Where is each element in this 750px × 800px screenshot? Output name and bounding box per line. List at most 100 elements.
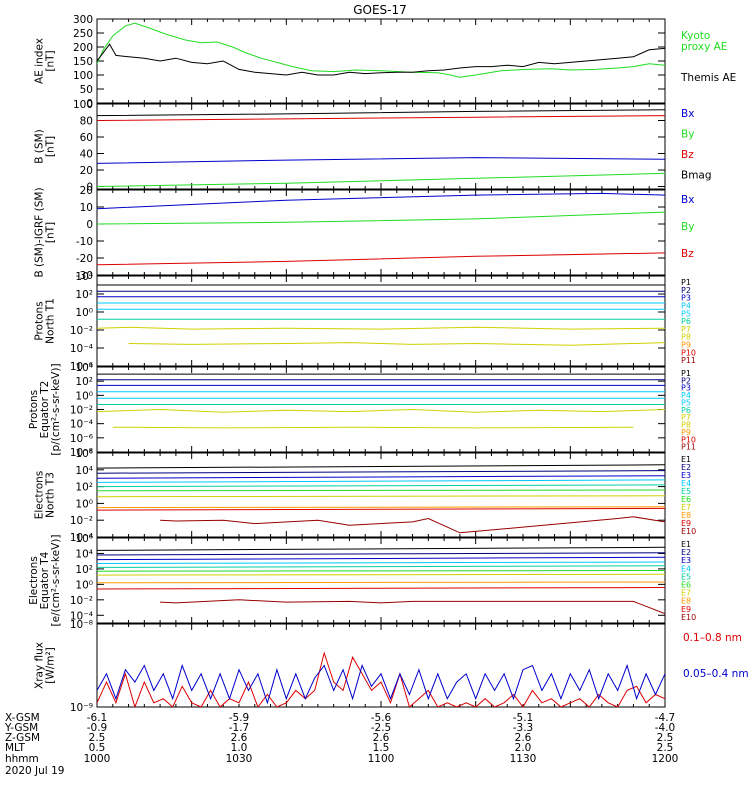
bsm-ytick-label: 80 [80, 116, 93, 128]
pe-ylabel: Protons [28, 390, 40, 429]
xray-series-0-1-0-8-nm [97, 651, 665, 707]
ae-ylabel: [nT] [45, 50, 57, 71]
bigrf-legend-bx: Bx [681, 194, 694, 206]
pn-ytick-label: 10⁰ [75, 307, 93, 319]
ae-frame [96, 18, 666, 104]
en-series-e9 [97, 507, 665, 511]
pn-ytick-label: 10⁻⁴ [70, 343, 93, 355]
pn-legend-p4: P4 [681, 301, 691, 310]
pe-legend-p3: P3 [681, 384, 691, 393]
ee-ylabel: Equator T4 [39, 551, 51, 609]
ae-ytick-label: 300 [73, 14, 93, 26]
ae-ylabel: AE index [34, 38, 46, 84]
x-axis-date: 2020 Jul 19 [5, 765, 64, 777]
x-axis-value: 2.5 [657, 732, 674, 744]
pe-legend-p6: P6 [681, 406, 691, 415]
en-ytick-label: 10⁴ [75, 465, 93, 477]
pn-legend-p10: P10 [681, 348, 696, 357]
x-axis-value: 2.6 [373, 732, 390, 744]
pe-series-p8 [112, 426, 634, 429]
bigrf-ytick-label: 20 [80, 185, 93, 197]
ae-ytick-label: 50 [80, 84, 93, 96]
ee-legend-e5: E5 [681, 572, 691, 581]
pe-ytick-label: 10⁴ [75, 362, 93, 374]
bsm-legend-bx: Bx [681, 108, 694, 120]
pe-ytick-label: 10⁻² [70, 405, 93, 417]
pn-legend-p8: P8 [681, 333, 691, 342]
en-series-e6 [97, 489, 665, 492]
bsm-legend-bmag: Bmag [681, 170, 712, 182]
x-axis-value: 1100 [368, 753, 395, 765]
pe-legend-p4: P4 [681, 391, 691, 400]
bigrf-legend-by: By [681, 221, 694, 233]
pe-ylabel: [p/(cm²-s-sr-keV)] [50, 363, 62, 455]
en-ytick-label: 10⁻² [70, 515, 93, 527]
x-axis-value: 0.5 [89, 742, 106, 754]
bsm-series-bz [97, 115, 665, 121]
x-axis-value: -1.7 [229, 722, 250, 734]
ee-ytick-label: 10⁴ [75, 548, 93, 560]
x-axis-value: 2.6 [231, 732, 248, 744]
pn-ytick-label: 10⁻⁶ [70, 361, 93, 373]
xray-ytick-label: 10⁻⁸ [70, 619, 93, 631]
pe-legend-p1: P1 [681, 369, 691, 378]
bsm-ytick-label: 60 [80, 132, 93, 144]
bsm-series-bmag [97, 109, 665, 117]
bigrf-ytick-label: -10 [76, 236, 93, 248]
x-axis-row-label: Z-GSM [5, 732, 40, 744]
ee-series-e1 [97, 546, 665, 551]
bigrf-legend-bz: Bz [681, 248, 694, 260]
ee-ylabel: [e/(cm²-s-sr-keV)] [50, 535, 62, 627]
en-legend-e5: E5 [681, 487, 691, 496]
xray-ylabel: [W/m²] [45, 647, 57, 684]
ee-legend-e9: E9 [681, 605, 691, 614]
bsm-ylabel: B (SM) [34, 129, 46, 163]
en-series-e3 [97, 475, 665, 479]
x-axis-value: 1200 [652, 753, 679, 765]
x-axis-value: -5.6 [371, 712, 392, 724]
ae-ytick-label: 100 [73, 70, 93, 82]
en-legend-e6: E6 [681, 495, 691, 504]
ee-series-e4 [97, 561, 665, 564]
x-axis-row-label: Y-GSM [4, 722, 38, 734]
ae-series-themis-ae [97, 43, 665, 76]
bsm-legend-bz: Bz [681, 149, 694, 161]
bigrf-ylabel: B (SM)-IGRF (SM) [34, 187, 46, 277]
bsm-ytick-label: 100 [73, 99, 93, 111]
bsm-series-by [97, 172, 665, 187]
en-ytick-label: 10⁰ [75, 498, 93, 510]
pn-legend-p7: P7 [681, 325, 691, 334]
x-axis-value: 1130 [510, 753, 537, 765]
x-axis-value: -4.7 [655, 712, 676, 724]
bigrf-ylabel: [nT] [45, 222, 57, 243]
bigrf-series-bz [97, 252, 665, 266]
pn-ytick-label: 10⁻² [70, 325, 93, 337]
ee-ytick-label: 10⁶ [75, 533, 93, 545]
pe-legend-p8: P8 [681, 421, 691, 430]
ee-ytick-label: 10⁰ [75, 579, 93, 591]
en-ytick-label: 10² [75, 482, 93, 494]
ee-legend-e7: E7 [681, 589, 691, 598]
ee-series-e2 [97, 552, 665, 556]
ee-frame [96, 537, 666, 624]
x-axis-value: 2.6 [515, 732, 532, 744]
bsm-ytick-label: 20 [80, 165, 93, 177]
pe-ytick-label: 10⁻⁴ [70, 419, 93, 431]
en-legend-e7: E7 [681, 503, 691, 512]
ae-legend-kyoto-proxy-ae: Kyoto [681, 30, 710, 42]
ae-ytick-label: 250 [73, 28, 93, 40]
pe-ytick-label: 10² [75, 376, 93, 388]
ee-ytick-label: 10⁻² [70, 595, 93, 607]
en-series-e2 [97, 470, 665, 474]
xray-legend-0-05-0-4-nm: 0.05–0.4 nm [683, 668, 749, 680]
pn-frame [96, 275, 666, 367]
pn-legend-p5: P5 [681, 309, 691, 318]
plot-title: GOES-17 [353, 3, 407, 17]
pn-legend-p3: P3 [681, 294, 691, 303]
x-axis-value: 1.0 [231, 742, 248, 754]
pe-legend-p11: P11 [681, 443, 696, 452]
bigrf-ytick-label: 0 [86, 219, 93, 231]
ee-series-e5 [97, 565, 665, 568]
ae-legend-kyoto-proxy-ae: proxy AE [681, 41, 727, 53]
